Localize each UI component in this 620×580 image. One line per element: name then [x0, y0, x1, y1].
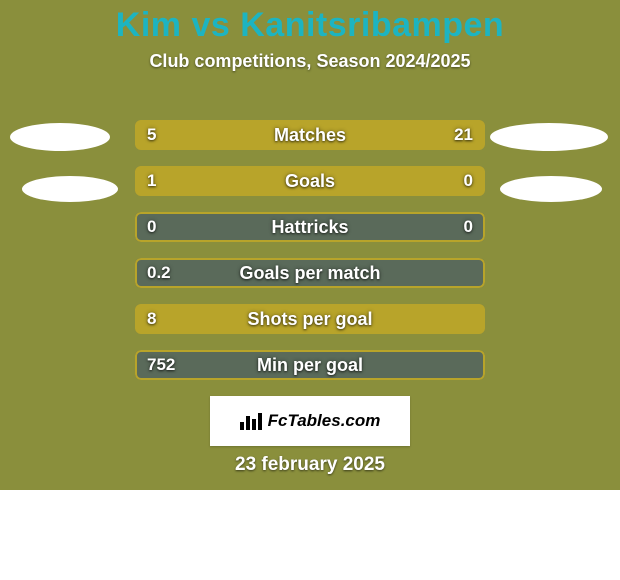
stat-row-bg	[135, 350, 485, 380]
stat-row-bg	[135, 212, 485, 242]
player-right-marker-1	[490, 123, 608, 151]
page-title: Kim vs Kanitsribampen	[0, 0, 620, 45]
source-badge: FcTables.com	[210, 396, 410, 446]
stat-row: 8Shots per goal	[135, 304, 485, 334]
source-badge-text: FcTables.com	[268, 411, 381, 431]
stat-bar-left	[135, 120, 202, 150]
stat-row: 752Min per goal	[135, 350, 485, 380]
stat-row: 521Matches	[135, 120, 485, 150]
player-left-marker-2	[22, 176, 118, 202]
player-right-marker-2	[500, 176, 602, 202]
stat-bar-left	[135, 304, 485, 334]
stat-row: 0.2Goals per match	[135, 258, 485, 288]
bar-chart-icon	[240, 412, 262, 430]
date-label: 23 february 2025	[0, 454, 620, 476]
subtitle: Club competitions, Season 2024/2025	[0, 51, 620, 72]
stat-row: 10Goals	[135, 166, 485, 196]
stat-bar-right	[202, 120, 486, 150]
stat-row-bg	[135, 258, 485, 288]
stat-bar-right	[398, 166, 486, 196]
comparison-card: Kim vs Kanitsribampen Club competitions,…	[0, 0, 620, 490]
stats-container: 521Matches 10Goals 00Hattricks 0.2Goals per…	[135, 120, 485, 396]
stat-row: 00Hattricks	[135, 212, 485, 242]
player-left-marker-1	[10, 123, 110, 151]
stat-bar-left	[135, 166, 398, 196]
